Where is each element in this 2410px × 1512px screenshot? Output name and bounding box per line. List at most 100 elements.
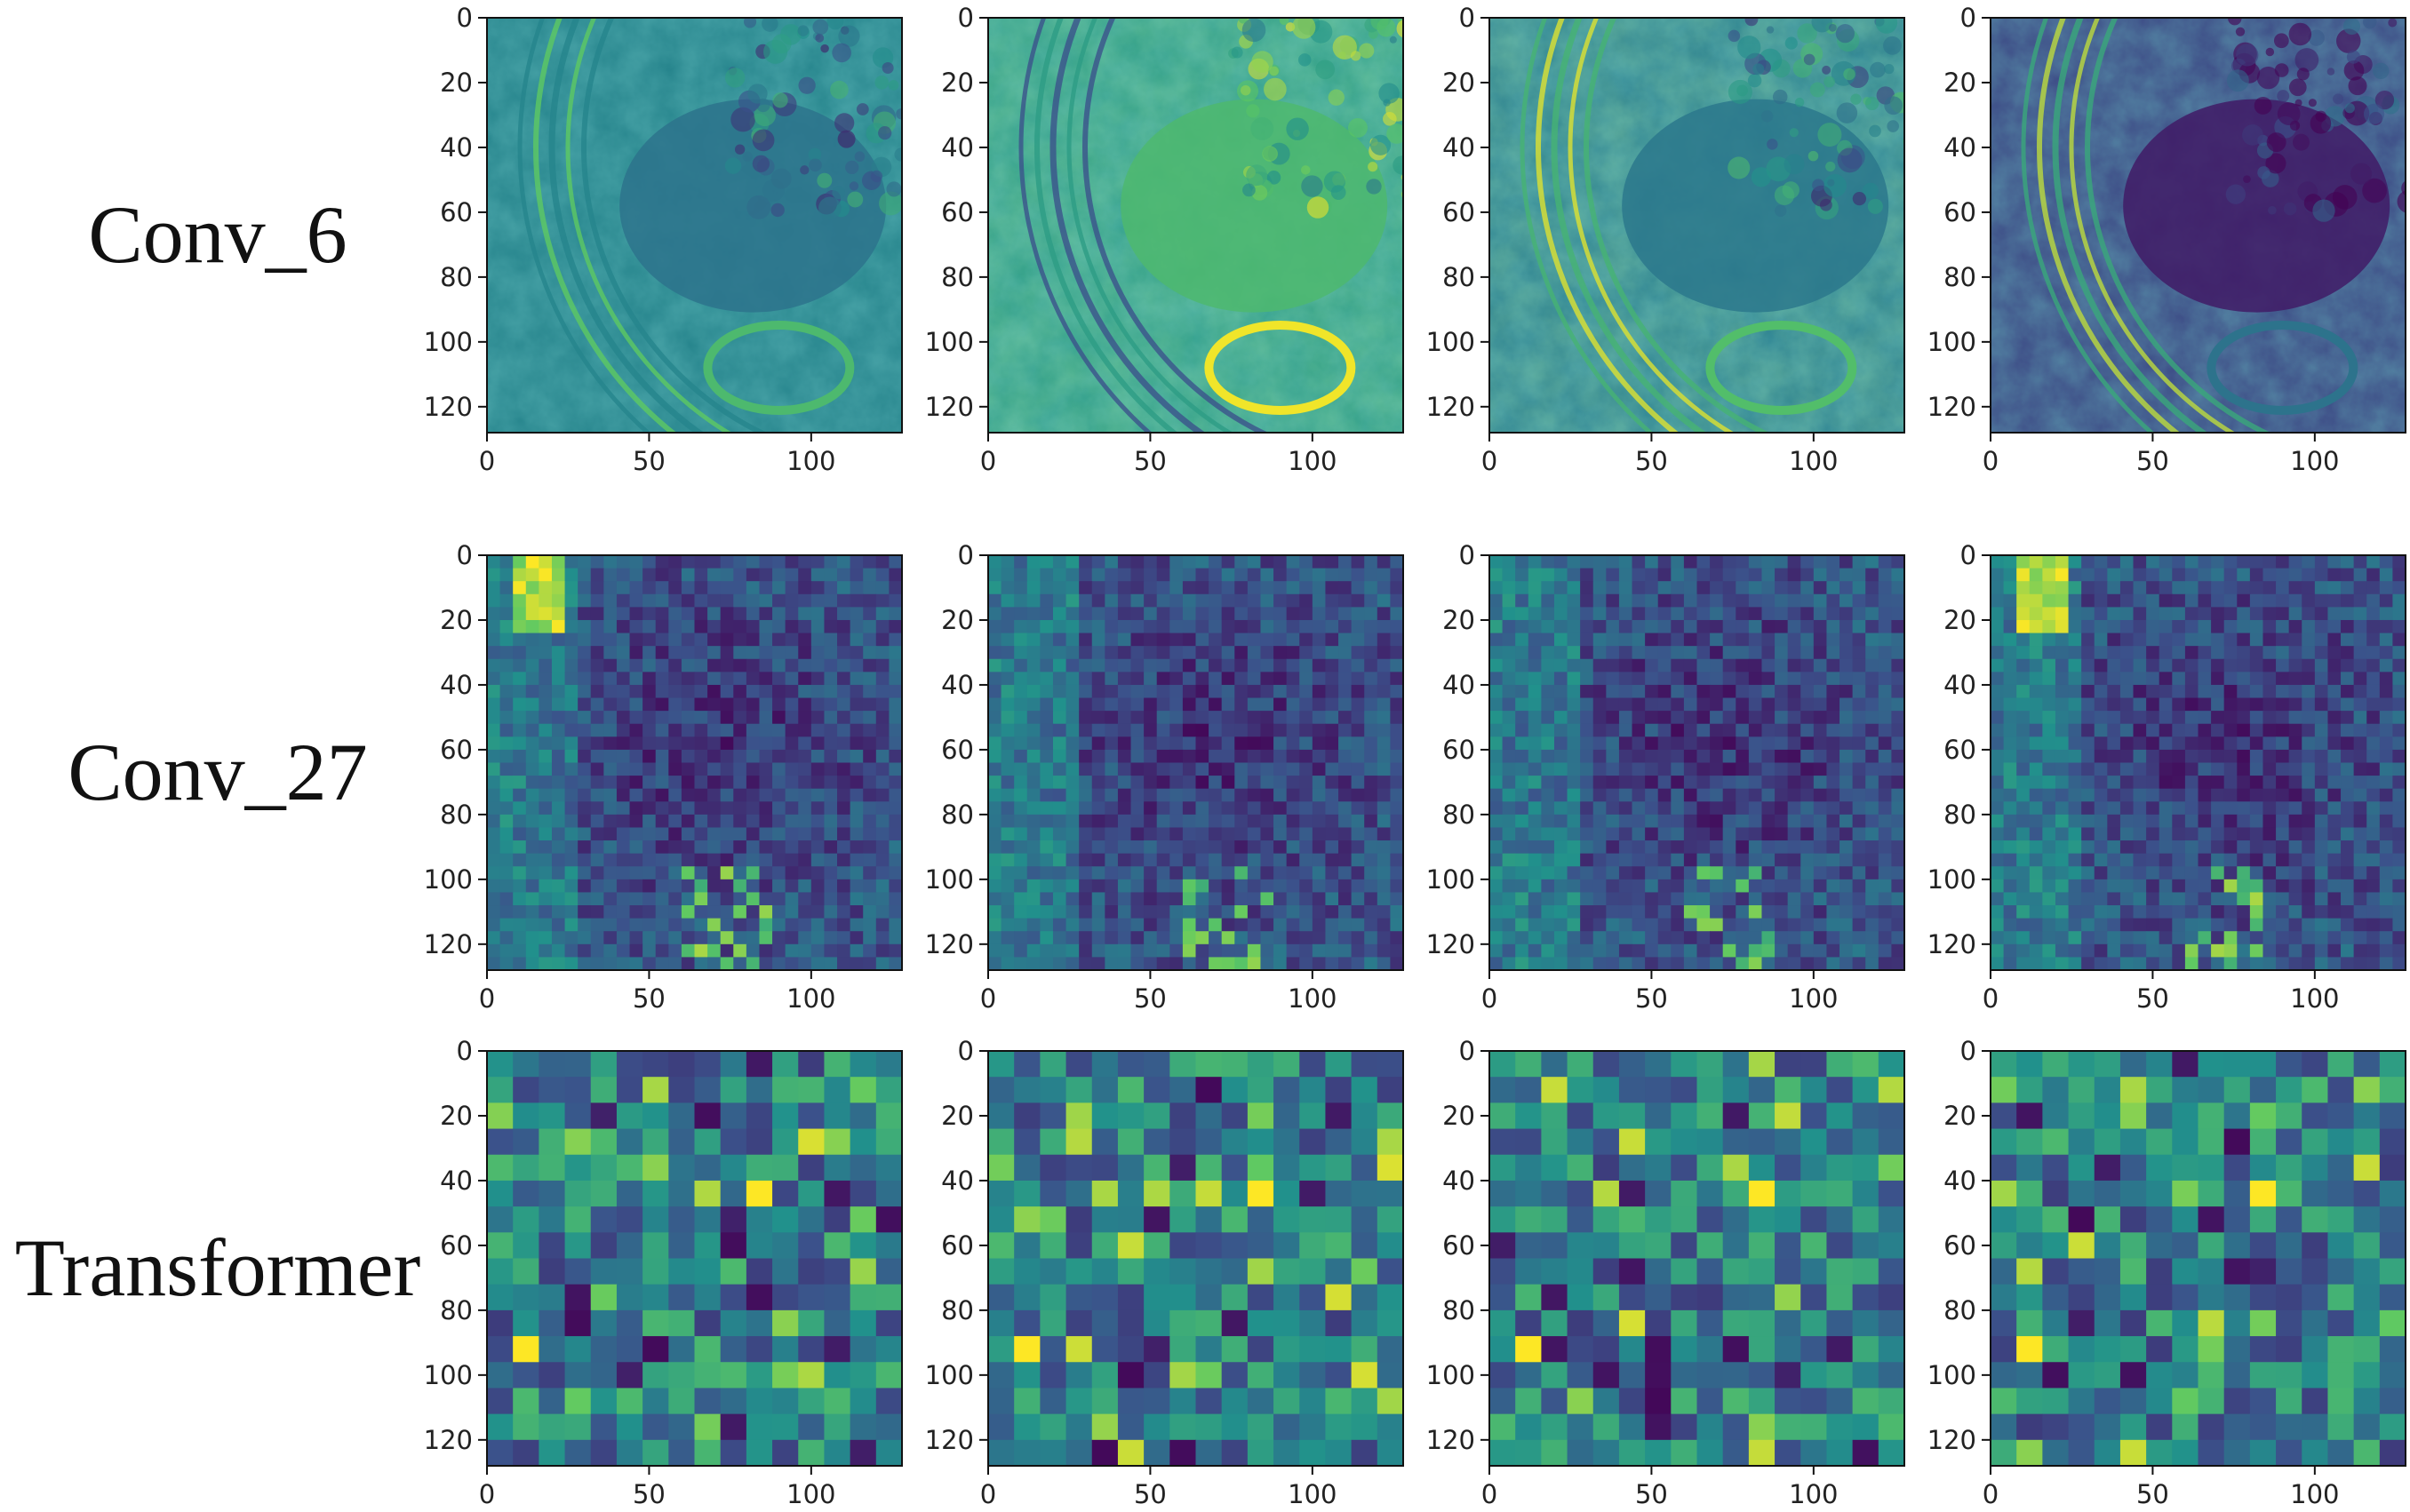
heatmap-cell xyxy=(2302,892,2316,906)
heatmap-cell xyxy=(733,827,747,841)
heatmap-cell xyxy=(1722,568,1736,582)
heatmap-cell xyxy=(1541,905,1555,919)
heatmap-cell xyxy=(1683,568,1698,582)
heatmap-cell xyxy=(746,788,761,802)
heatmap-cell xyxy=(1377,711,1392,725)
heatmap-cell xyxy=(1839,827,1854,841)
heatmap-cell xyxy=(1852,555,1866,569)
heatmap-cell xyxy=(487,723,501,737)
heatmap-cell xyxy=(1065,697,1080,712)
heatmap-cell xyxy=(1736,749,1750,764)
heatmap-cell xyxy=(1632,892,1646,906)
heatmap-cell xyxy=(2314,892,2329,906)
x-tick-label: 0 xyxy=(479,1479,495,1509)
y-tick-label: 80 xyxy=(941,800,974,830)
heatmap-cell xyxy=(1260,892,1274,906)
heatmap-cell xyxy=(2042,931,2056,945)
heatmap-cell xyxy=(2184,697,2199,712)
heatmap-cell xyxy=(1260,607,1274,621)
heatmap-cell xyxy=(616,1077,643,1103)
heatmap-cell xyxy=(1528,711,1542,725)
heatmap-cell xyxy=(2262,672,2277,686)
heatmap-cell xyxy=(1618,776,1633,790)
heatmap-cell xyxy=(746,1102,773,1130)
heatmap-cell xyxy=(889,658,902,672)
texture-mark xyxy=(1822,65,1831,75)
y-tick-label: 20 xyxy=(1943,605,1976,635)
heatmap-cell xyxy=(694,1077,722,1103)
heatmap-cell xyxy=(1091,672,1105,686)
heatmap-cell xyxy=(1813,619,1828,634)
heatmap-cell xyxy=(1502,943,1516,959)
heatmap-cell xyxy=(1014,749,1028,764)
heatmap-cell xyxy=(668,1077,696,1103)
heatmap-cell xyxy=(1377,1077,1403,1103)
heatmap-cell xyxy=(1209,555,1223,569)
heatmap-cell xyxy=(2184,555,2199,569)
heatmap-cell xyxy=(1234,905,1249,919)
heatmap-cell xyxy=(798,1336,826,1363)
heatmap-cell xyxy=(720,711,734,725)
heatmap-cell xyxy=(759,776,773,790)
heatmap-cell xyxy=(875,684,890,699)
heatmap-cell xyxy=(487,1309,514,1337)
heatmap-cell xyxy=(746,892,761,906)
heatmap-cell xyxy=(746,957,761,970)
heatmap-cell xyxy=(1515,633,1529,647)
heatmap-cell xyxy=(1736,892,1750,906)
heatmap-cell xyxy=(1299,957,1313,970)
heatmap-cell xyxy=(539,1180,566,1207)
heatmap-cell xyxy=(2392,801,2406,816)
heatmap-cell xyxy=(1580,723,1594,737)
heatmap-cell xyxy=(1273,762,1288,776)
heatmap-cell xyxy=(1826,788,1840,802)
heatmap-cell xyxy=(1001,581,1015,595)
heatmap-cell xyxy=(824,879,838,894)
heatmap-cell xyxy=(694,568,708,582)
heatmap-cell xyxy=(1775,788,1789,802)
heatmap-cell xyxy=(2392,943,2406,959)
x-tick-label: 50 xyxy=(2136,446,2169,476)
heatmap-cell xyxy=(1502,801,1516,816)
heatmap-cell xyxy=(2353,581,2367,595)
heatmap-cell xyxy=(2107,801,2121,816)
heatmap-cell xyxy=(1761,736,1776,751)
heatmap-cell xyxy=(513,1128,539,1156)
heatmap-cell xyxy=(720,1309,747,1337)
heatmap-cell xyxy=(1567,788,1581,802)
heatmap-cell xyxy=(1722,646,1736,660)
heatmap-cell xyxy=(694,1206,722,1233)
heatmap-cell xyxy=(2016,905,2031,919)
heatmap-cell xyxy=(2237,827,2251,841)
heatmap-cell xyxy=(1247,749,1262,764)
heatmap-cell xyxy=(2016,931,2031,945)
heatmap-cell xyxy=(850,1051,877,1078)
heatmap-cell xyxy=(720,619,734,634)
heatmap-cell xyxy=(578,619,592,634)
heatmap-cell xyxy=(539,879,553,894)
heatmap-cell xyxy=(1377,646,1392,660)
heatmap-cell xyxy=(1052,619,1067,634)
heatmap-cell xyxy=(1144,892,1158,906)
heatmap-cell xyxy=(2133,749,2147,764)
heatmap-cell xyxy=(1502,931,1516,945)
heatmap-cell xyxy=(1040,840,1054,855)
heatmap-cell xyxy=(1169,1051,1197,1078)
heatmap-cell xyxy=(487,749,501,764)
texture-mark xyxy=(1237,80,1259,102)
heatmap-cell xyxy=(1144,593,1158,608)
heatmap-cell xyxy=(1761,711,1776,725)
heatmap-cell xyxy=(746,931,761,945)
heatmap-cell xyxy=(1026,607,1041,621)
heatmap-cell xyxy=(2314,931,2329,945)
heatmap-cell xyxy=(1710,581,1724,595)
heatmap-cell xyxy=(1567,840,1581,855)
heatmap-cell xyxy=(1273,607,1288,621)
texture-mark xyxy=(1744,18,1759,27)
heatmap-cell xyxy=(2314,633,2329,647)
heatmap-cell xyxy=(850,827,864,841)
heatmap-cell xyxy=(863,853,877,867)
heatmap-cell xyxy=(1852,957,1866,970)
heatmap-cell xyxy=(2184,684,2199,699)
